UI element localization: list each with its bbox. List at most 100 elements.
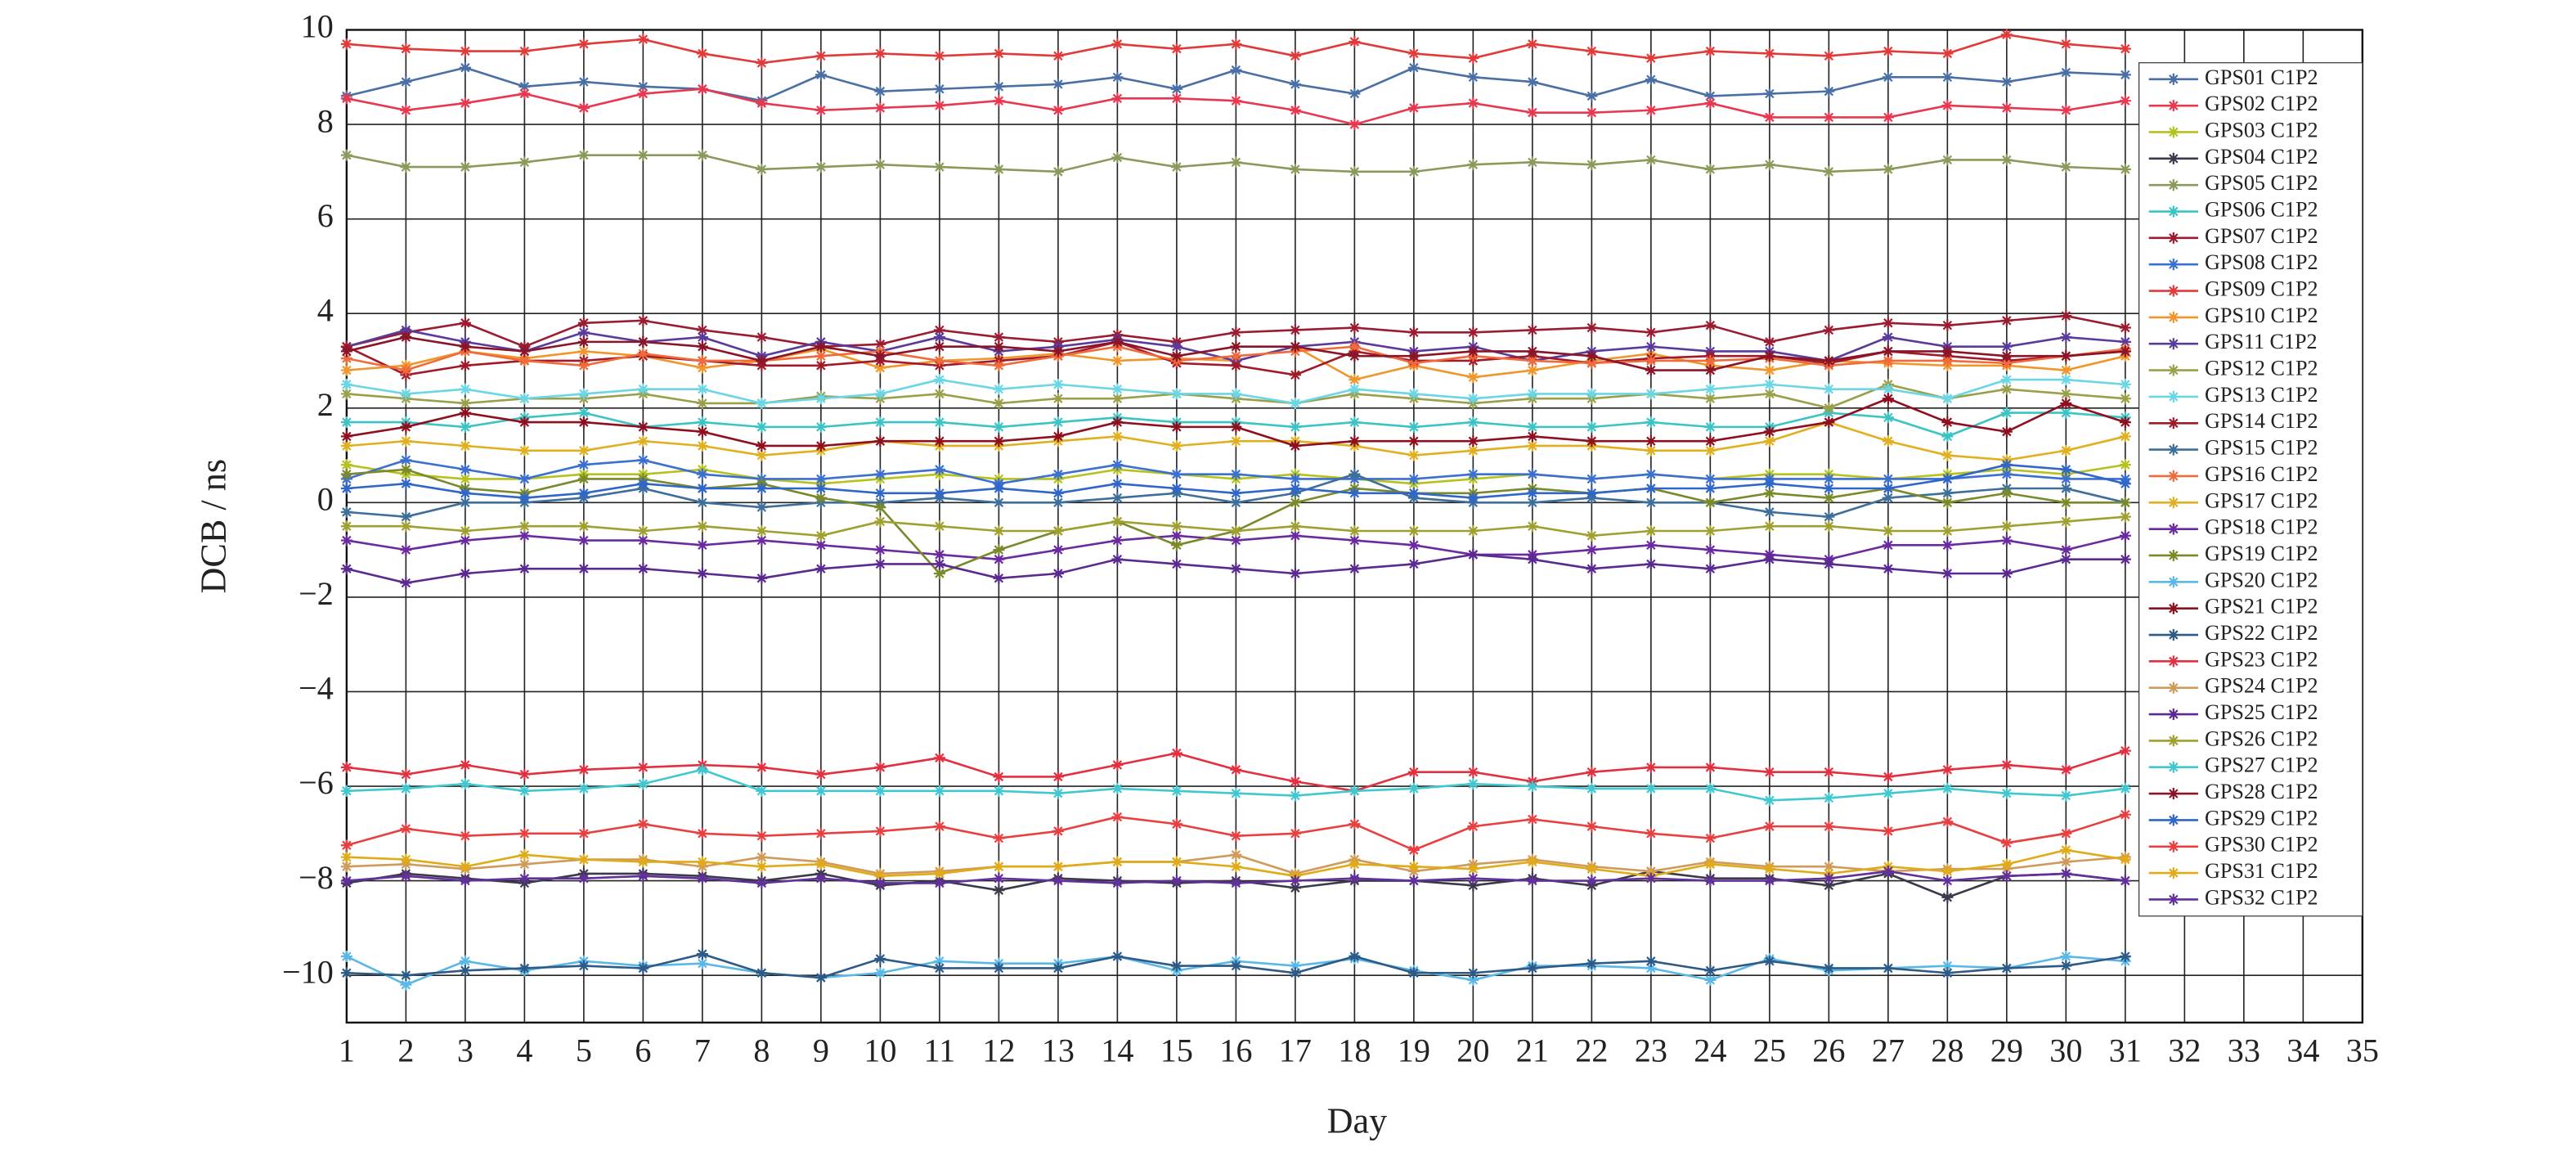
data-point [1882, 383, 1894, 395]
data-point [1289, 529, 1301, 542]
data-point [874, 558, 886, 570]
legend-label: GPS15 C1P2 [2205, 436, 2318, 460]
data-point [400, 511, 412, 523]
data-point [340, 149, 352, 161]
data-point [459, 497, 471, 509]
data-point [1349, 416, 1361, 429]
data-point [1704, 444, 1717, 457]
legend-marker [2167, 576, 2179, 588]
data-point [1704, 421, 1717, 433]
data-point [1467, 159, 1479, 171]
data-point [696, 856, 708, 868]
legend-marker [2167, 893, 2179, 906]
data-point [637, 962, 649, 974]
data-point [1941, 416, 1954, 429]
data-point [340, 345, 352, 358]
data-point [1289, 439, 1301, 452]
data-point [874, 825, 886, 837]
data-point [1467, 967, 1479, 979]
data-point [637, 314, 649, 326]
data-point [933, 354, 945, 367]
data-point [637, 34, 649, 46]
data-point [874, 544, 886, 556]
legend-marker [2167, 338, 2179, 350]
legend-label: GPS06 C1P2 [2205, 197, 2318, 221]
data-point [1763, 88, 1775, 100]
data-point [340, 378, 352, 390]
data-point [1645, 416, 1657, 429]
data-point [2119, 69, 2131, 81]
data-point [340, 353, 352, 365]
data-point [1586, 487, 1598, 499]
data-point [1763, 350, 1775, 362]
data-point [459, 830, 471, 842]
data-point [400, 969, 412, 982]
data-point [1111, 354, 1124, 367]
data-point [459, 463, 471, 475]
data-point [1111, 758, 1124, 771]
data-point [1407, 61, 1420, 74]
data-point [637, 761, 649, 773]
data-point [1111, 782, 1124, 794]
data-point [1467, 872, 1479, 884]
x-tick-label: 32 [2168, 1032, 2201, 1068]
data-point [933, 962, 945, 974]
data-point [2119, 744, 2131, 757]
data-point [1586, 421, 1598, 433]
data-point [1467, 492, 1479, 504]
data-point [2119, 335, 2131, 348]
data-point [1704, 875, 1717, 887]
data-point [1704, 45, 1717, 57]
data-point [577, 459, 590, 471]
legend-label: GPS23 C1P2 [2205, 647, 2318, 671]
data-point [2060, 482, 2072, 495]
data-point [1230, 435, 1242, 448]
legend-marker [2167, 814, 2179, 826]
data-point [1349, 563, 1361, 575]
data-point [1586, 821, 1598, 833]
data-point [2119, 808, 2131, 821]
data-point [1349, 374, 1361, 386]
data-point [577, 359, 590, 371]
data-point [1230, 487, 1242, 499]
data-point [1882, 71, 1894, 83]
data-point [1289, 50, 1301, 62]
data-point [637, 478, 649, 490]
data-point [1407, 558, 1420, 570]
data-point [340, 416, 352, 429]
data-point [1763, 378, 1775, 390]
data-point [874, 362, 886, 374]
data-point [459, 317, 471, 329]
data-point [518, 858, 531, 870]
data-point [400, 331, 412, 344]
data-point [459, 407, 471, 419]
data-point [756, 861, 768, 873]
y-tick-label: −8 [298, 859, 334, 896]
data-point [874, 515, 886, 528]
data-point [1349, 785, 1361, 797]
series [340, 331, 2131, 376]
data-point [1704, 163, 1717, 176]
data-point [1111, 416, 1124, 429]
data-point [1111, 393, 1124, 405]
y-tick-label: 6 [317, 197, 334, 234]
data-point [1407, 421, 1420, 433]
data-point [1467, 416, 1479, 429]
data-point [933, 548, 945, 560]
series [340, 808, 2131, 857]
data-point [933, 374, 945, 386]
data-point [400, 435, 412, 448]
data-point [1407, 165, 1420, 178]
data-point [1111, 459, 1124, 471]
data-point [1170, 92, 1183, 105]
data-point [1052, 825, 1064, 837]
data-point [577, 444, 590, 457]
data-point [1407, 47, 1420, 60]
data-point [400, 364, 412, 376]
data-point [1645, 955, 1657, 967]
x-tick-label: 28 [1931, 1032, 1963, 1068]
data-point [815, 492, 827, 504]
data-point [815, 359, 827, 371]
data-point [1289, 369, 1301, 381]
data-point [1882, 787, 1894, 799]
